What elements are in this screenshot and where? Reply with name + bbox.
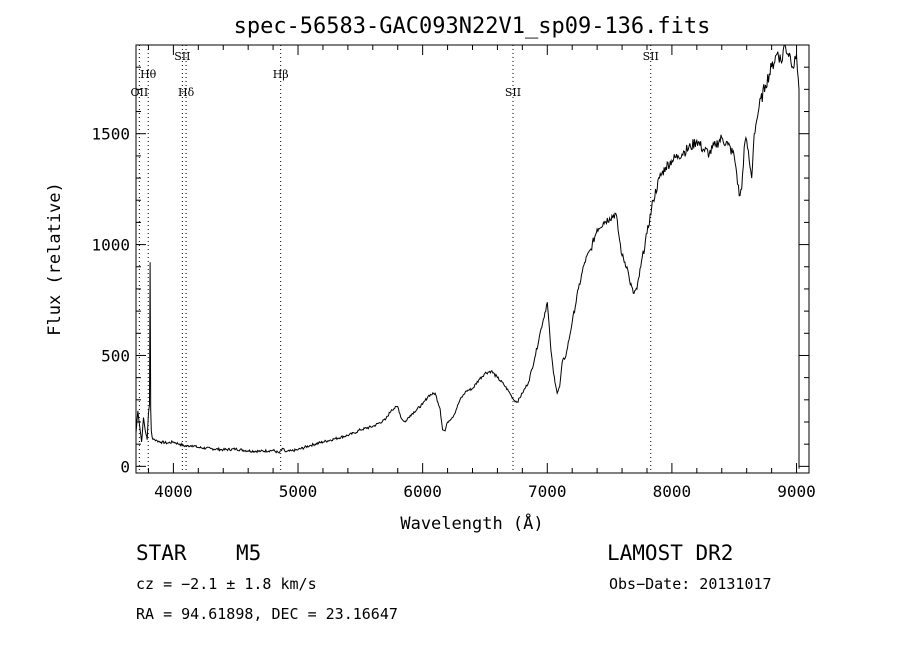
line-marker-label: SII — [505, 86, 521, 99]
y-tick-label: 0 — [120, 457, 130, 476]
y-axis-label: Flux (relative) — [45, 182, 65, 336]
line-marker-label: OII — [131, 86, 149, 99]
redshift-cz: cz = −2.1 ± 1.8 km/s — [136, 575, 317, 593]
object-subclass: M5 — [236, 541, 262, 565]
x-tick-label: 9000 — [777, 482, 816, 501]
y-tick-label: 1500 — [91, 125, 130, 144]
spectrum-chart: spec-56583-GAC093N22V1_sp09-136.fits 400… — [45, 14, 816, 534]
x-tick-label: 5000 — [279, 482, 318, 501]
y-tick-label: 1000 — [91, 236, 130, 255]
object-class: STAR — [136, 541, 187, 565]
line-marker-label: Hβ — [273, 68, 289, 81]
line-marker-label: Hθ — [140, 68, 157, 81]
survey-name: LAMOST DR2 — [607, 541, 734, 565]
observation-date: Obs−Date: 20131017 — [609, 575, 772, 593]
axis-ticks: 4000 5000 6000 7000 8000 9000 0 500 1000 1500 — [91, 45, 816, 501]
plot-frame — [135, 44, 810, 474]
ra-dec: RA = 94.61898, DEC = 23.16647 — [136, 605, 398, 623]
line-marker-label: SII — [174, 50, 190, 63]
x-tick-label: 4000 — [154, 482, 193, 501]
chart-title: spec-56583-GAC093N22V1_sp09-136.fits — [234, 14, 711, 39]
x-tick-label: 7000 — [528, 482, 567, 501]
x-tick-label: 8000 — [653, 482, 692, 501]
y-tick-label: 500 — [101, 346, 130, 365]
line-marker-label: SII — [643, 50, 659, 63]
spectral-line-markers: OII Hθ SII Hδ Hβ SII SII — [131, 45, 659, 473]
line-marker-label: Hδ — [178, 86, 195, 99]
x-tick-label: 6000 — [403, 482, 442, 501]
x-axis-label: Wavelength (Å) — [400, 512, 543, 534]
spectrum-line — [135, 44, 800, 469]
